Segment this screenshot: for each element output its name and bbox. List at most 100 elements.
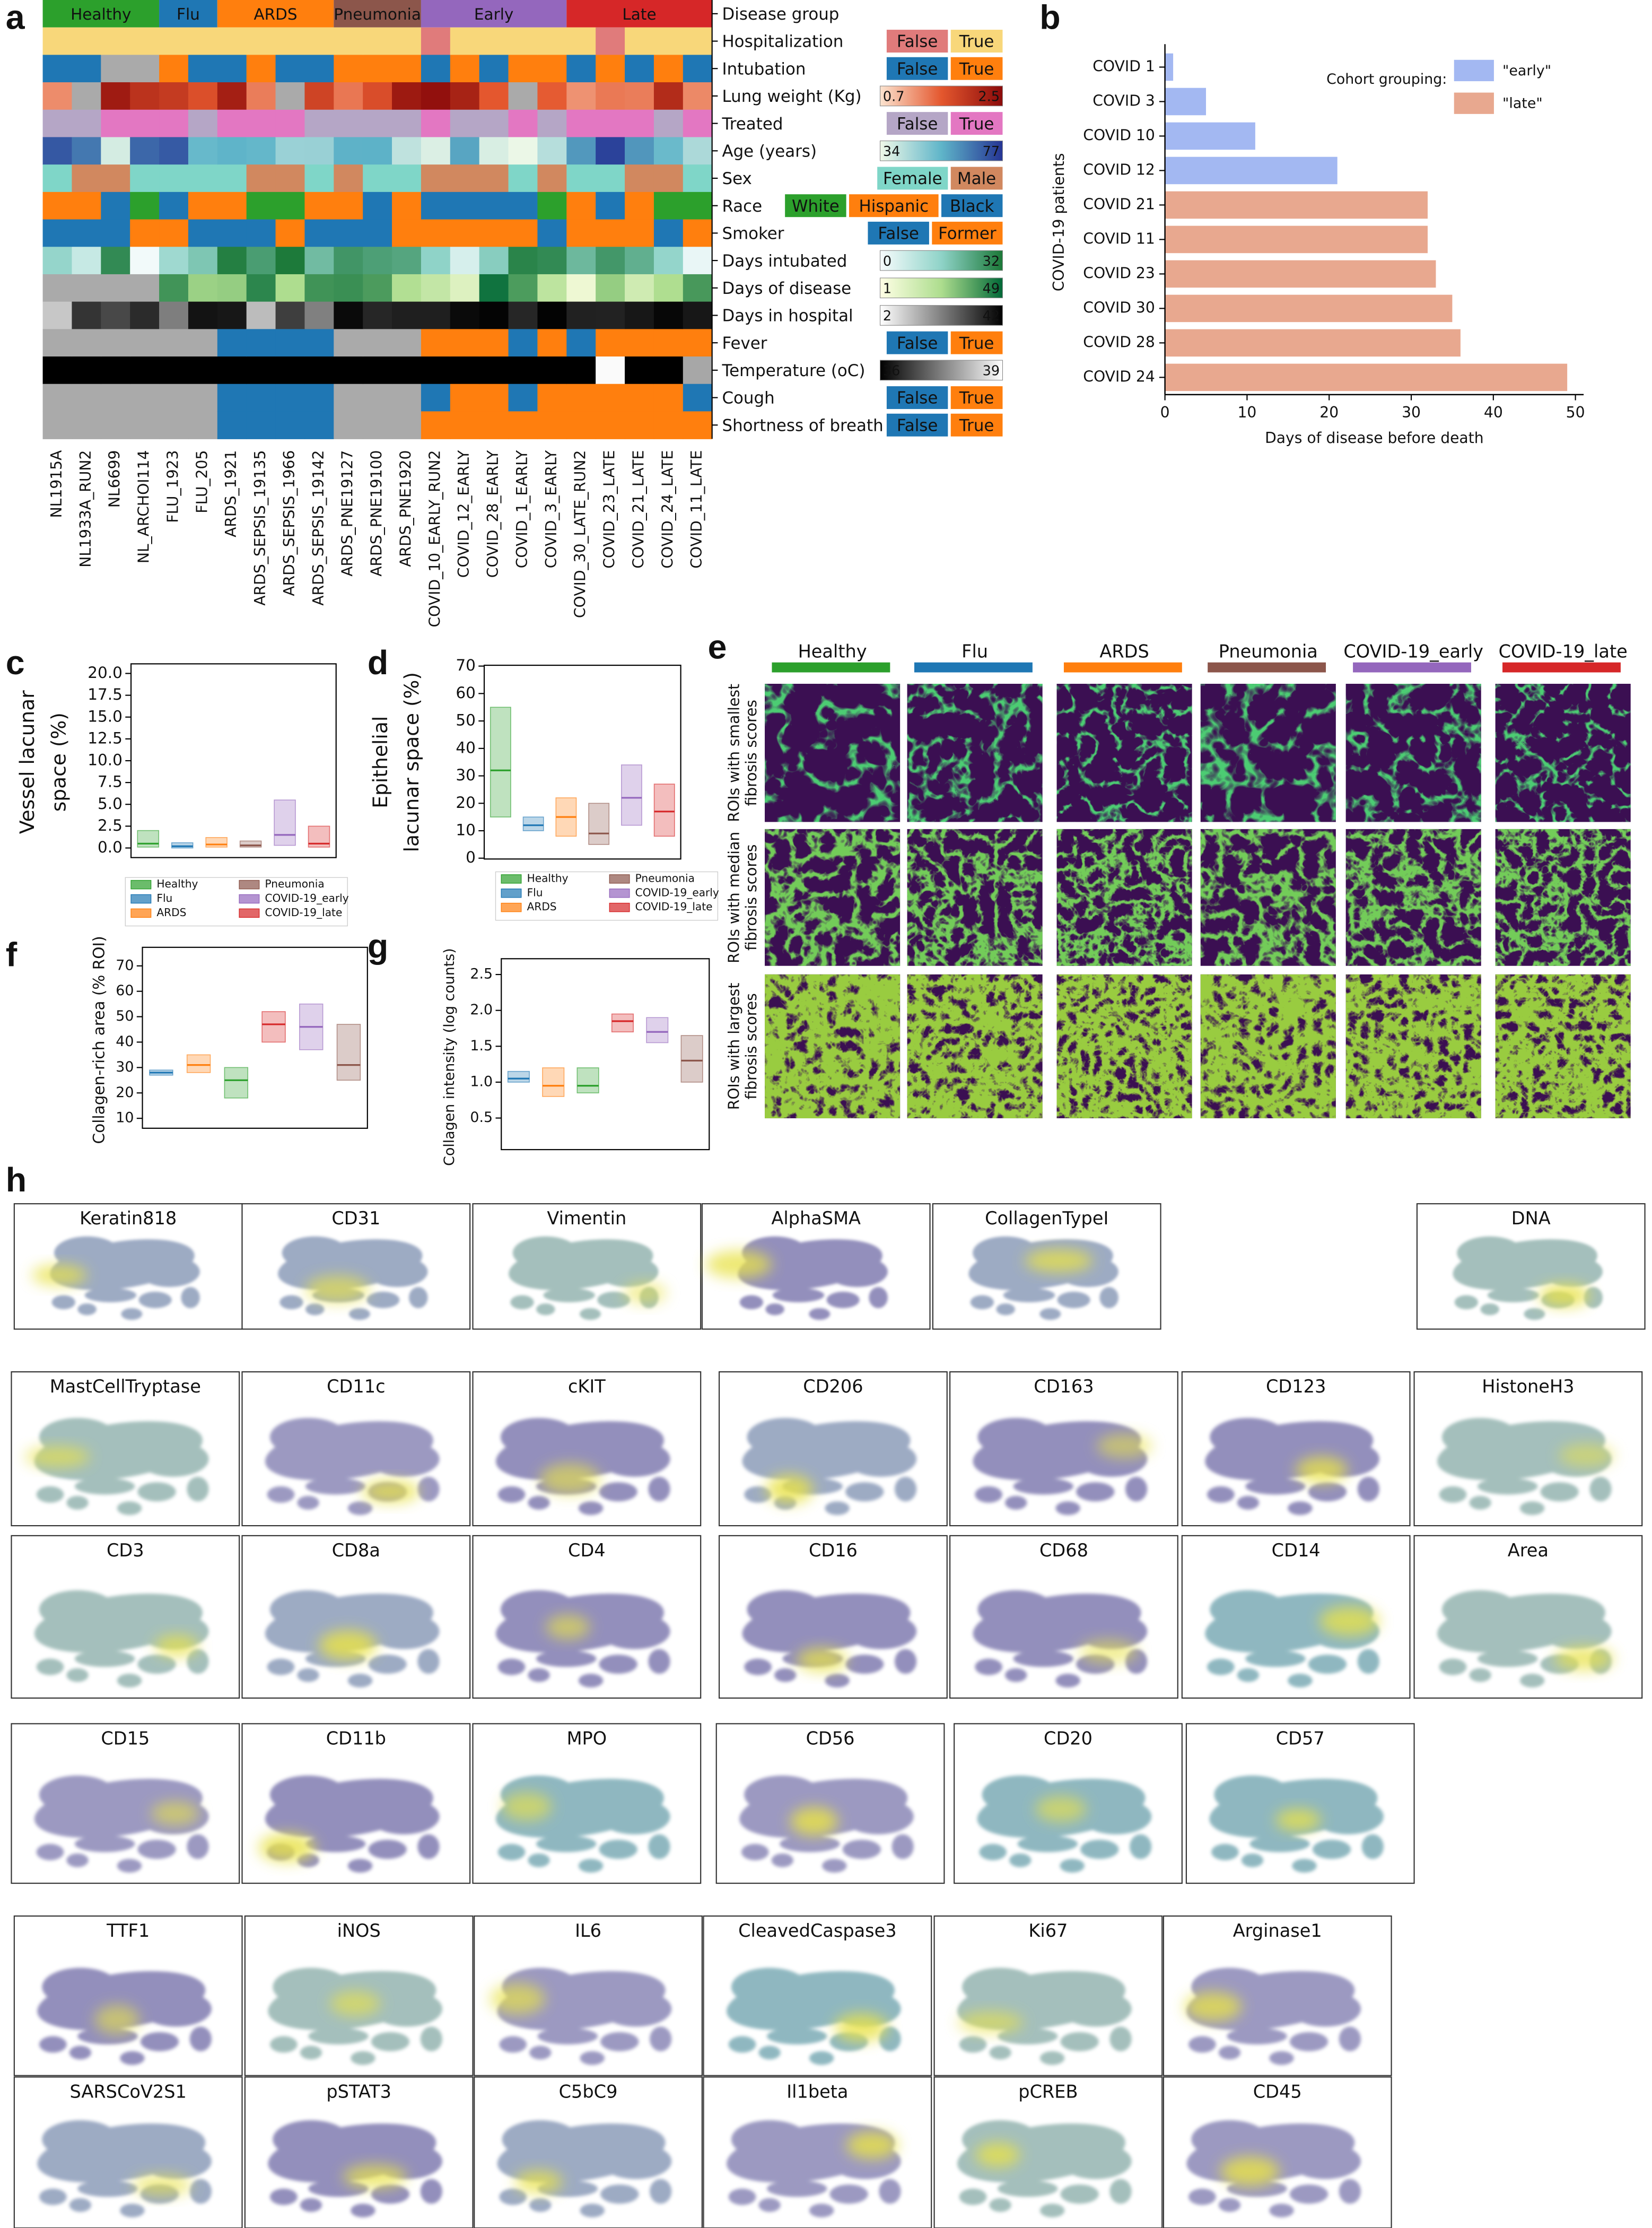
legend-swatch xyxy=(609,889,630,898)
umap-tile: CD206 xyxy=(719,1371,948,1527)
panel-label: c xyxy=(6,643,25,682)
heatmap-cell xyxy=(683,384,713,412)
umap-tile: CD45 xyxy=(1162,2076,1392,2228)
y-tick-label: 0.5 xyxy=(470,1109,493,1126)
row-label: Cough xyxy=(722,389,774,408)
heatmap-cell xyxy=(363,137,392,165)
umap-highlight xyxy=(490,1983,545,2014)
heatmap-cell xyxy=(566,329,596,357)
heatmap-cell xyxy=(566,219,596,248)
umap-highlight xyxy=(343,2164,407,2189)
heatmap-cell xyxy=(421,274,451,302)
heatmap-cell xyxy=(363,356,392,385)
colorbar xyxy=(880,360,1003,381)
heatmap-cell xyxy=(392,192,422,220)
umap-title: CD3 xyxy=(107,1540,144,1561)
heatmap-cell xyxy=(479,109,509,138)
umap-highlight xyxy=(259,1833,316,1863)
heatmap-cell xyxy=(130,164,160,193)
y-tick-label: 1.5 xyxy=(470,1038,493,1054)
heatmap-cell xyxy=(159,356,189,385)
umap-title: TTF1 xyxy=(106,1920,150,1941)
heatmap-cell xyxy=(653,192,684,220)
heatmap-cell xyxy=(566,411,596,439)
legend-label: "late" xyxy=(1502,95,1543,112)
heatmap-cell xyxy=(188,247,218,275)
group-label: Late xyxy=(622,5,656,23)
column-label: ARDS_SEPSIS_19142 xyxy=(310,450,327,606)
roi-column-bar xyxy=(914,662,1033,673)
heatmap-cell xyxy=(683,356,713,385)
heatmap-cell xyxy=(42,164,73,193)
x-tick-label: 10 xyxy=(1237,404,1256,421)
panel-label: g xyxy=(368,927,388,965)
heatmap-cell xyxy=(537,411,567,439)
heatmap-cell xyxy=(130,274,160,302)
heatmap-cell xyxy=(566,55,596,83)
heatmap-cell xyxy=(392,164,422,193)
box xyxy=(588,803,610,845)
heatmap-cell xyxy=(275,55,305,83)
box xyxy=(490,707,511,817)
umap-title: Arginase1 xyxy=(1233,1920,1322,1941)
heatmap-cell xyxy=(450,55,480,83)
column-label: COVID_21_LATE xyxy=(630,450,647,569)
column-label: FLU_205 xyxy=(193,450,211,514)
heatmap-cell xyxy=(625,411,654,439)
heatmap-cell xyxy=(42,219,73,248)
column-label: ARDS_SEPSIS_1966 xyxy=(281,450,298,596)
heatmap-cell xyxy=(101,82,130,110)
column-label: COVID_12_EARLY xyxy=(455,450,473,578)
legend-swatch xyxy=(609,874,630,884)
heatmap-cell xyxy=(363,55,392,83)
colorbar xyxy=(880,250,1003,271)
heatmap-cell xyxy=(508,356,538,385)
roi-texture xyxy=(1056,974,1192,1119)
umap-highlight xyxy=(1275,1809,1321,1831)
heatmap-cell xyxy=(275,164,305,193)
heatmap-cell xyxy=(392,384,422,412)
heatmap-cell xyxy=(217,411,247,439)
umap-title: CleavedCaspase3 xyxy=(738,1920,896,1941)
heatmap-cell xyxy=(653,82,684,110)
heatmap-cell xyxy=(363,192,392,220)
heatmap-cell xyxy=(683,109,713,138)
box xyxy=(137,830,160,848)
heatmap-cell xyxy=(537,356,567,385)
roi-column-bar xyxy=(772,662,890,673)
box xyxy=(507,1071,530,1083)
roi-texture xyxy=(1200,974,1336,1119)
heatmap-cell xyxy=(653,247,684,275)
heatmap-cell xyxy=(392,356,422,385)
heatmap-cell xyxy=(334,356,363,385)
legend-swatch xyxy=(886,386,948,410)
row-label: Days in hospital xyxy=(722,307,853,326)
heatmap-cell xyxy=(217,356,247,385)
heatmap-cell xyxy=(275,192,305,220)
heatmap-cell xyxy=(537,109,567,138)
legend-label: False xyxy=(897,32,938,51)
heatmap-cell xyxy=(392,274,422,302)
heatmap-cell xyxy=(653,356,684,385)
heatmap-cell xyxy=(653,274,684,302)
heatmap-cell xyxy=(450,329,480,357)
box xyxy=(224,1067,249,1099)
heatmap-cell xyxy=(421,301,451,330)
heatmap-cell xyxy=(246,192,276,220)
heatmap-cell xyxy=(421,109,451,138)
y-tick-label: 10.0 xyxy=(88,751,123,769)
heatmap-cell xyxy=(159,137,189,165)
legend-label: True xyxy=(959,334,994,353)
umap-tile: MastCellTryptase xyxy=(11,1371,240,1527)
legend-frame xyxy=(125,877,348,927)
heatmap-cell xyxy=(450,137,480,165)
colorbar-max: 2.5 xyxy=(978,89,1000,105)
heatmap-cell xyxy=(72,384,102,412)
legend-label: COVID-19_early xyxy=(265,892,348,904)
umap-title: CD206 xyxy=(803,1376,863,1397)
legend-label: False xyxy=(897,334,938,353)
legend-label: ARDS xyxy=(156,906,186,919)
umap-tile: Ki67 xyxy=(933,1915,1163,2076)
heatmap-cell xyxy=(683,301,713,330)
row-label: Days of disease xyxy=(722,279,851,298)
